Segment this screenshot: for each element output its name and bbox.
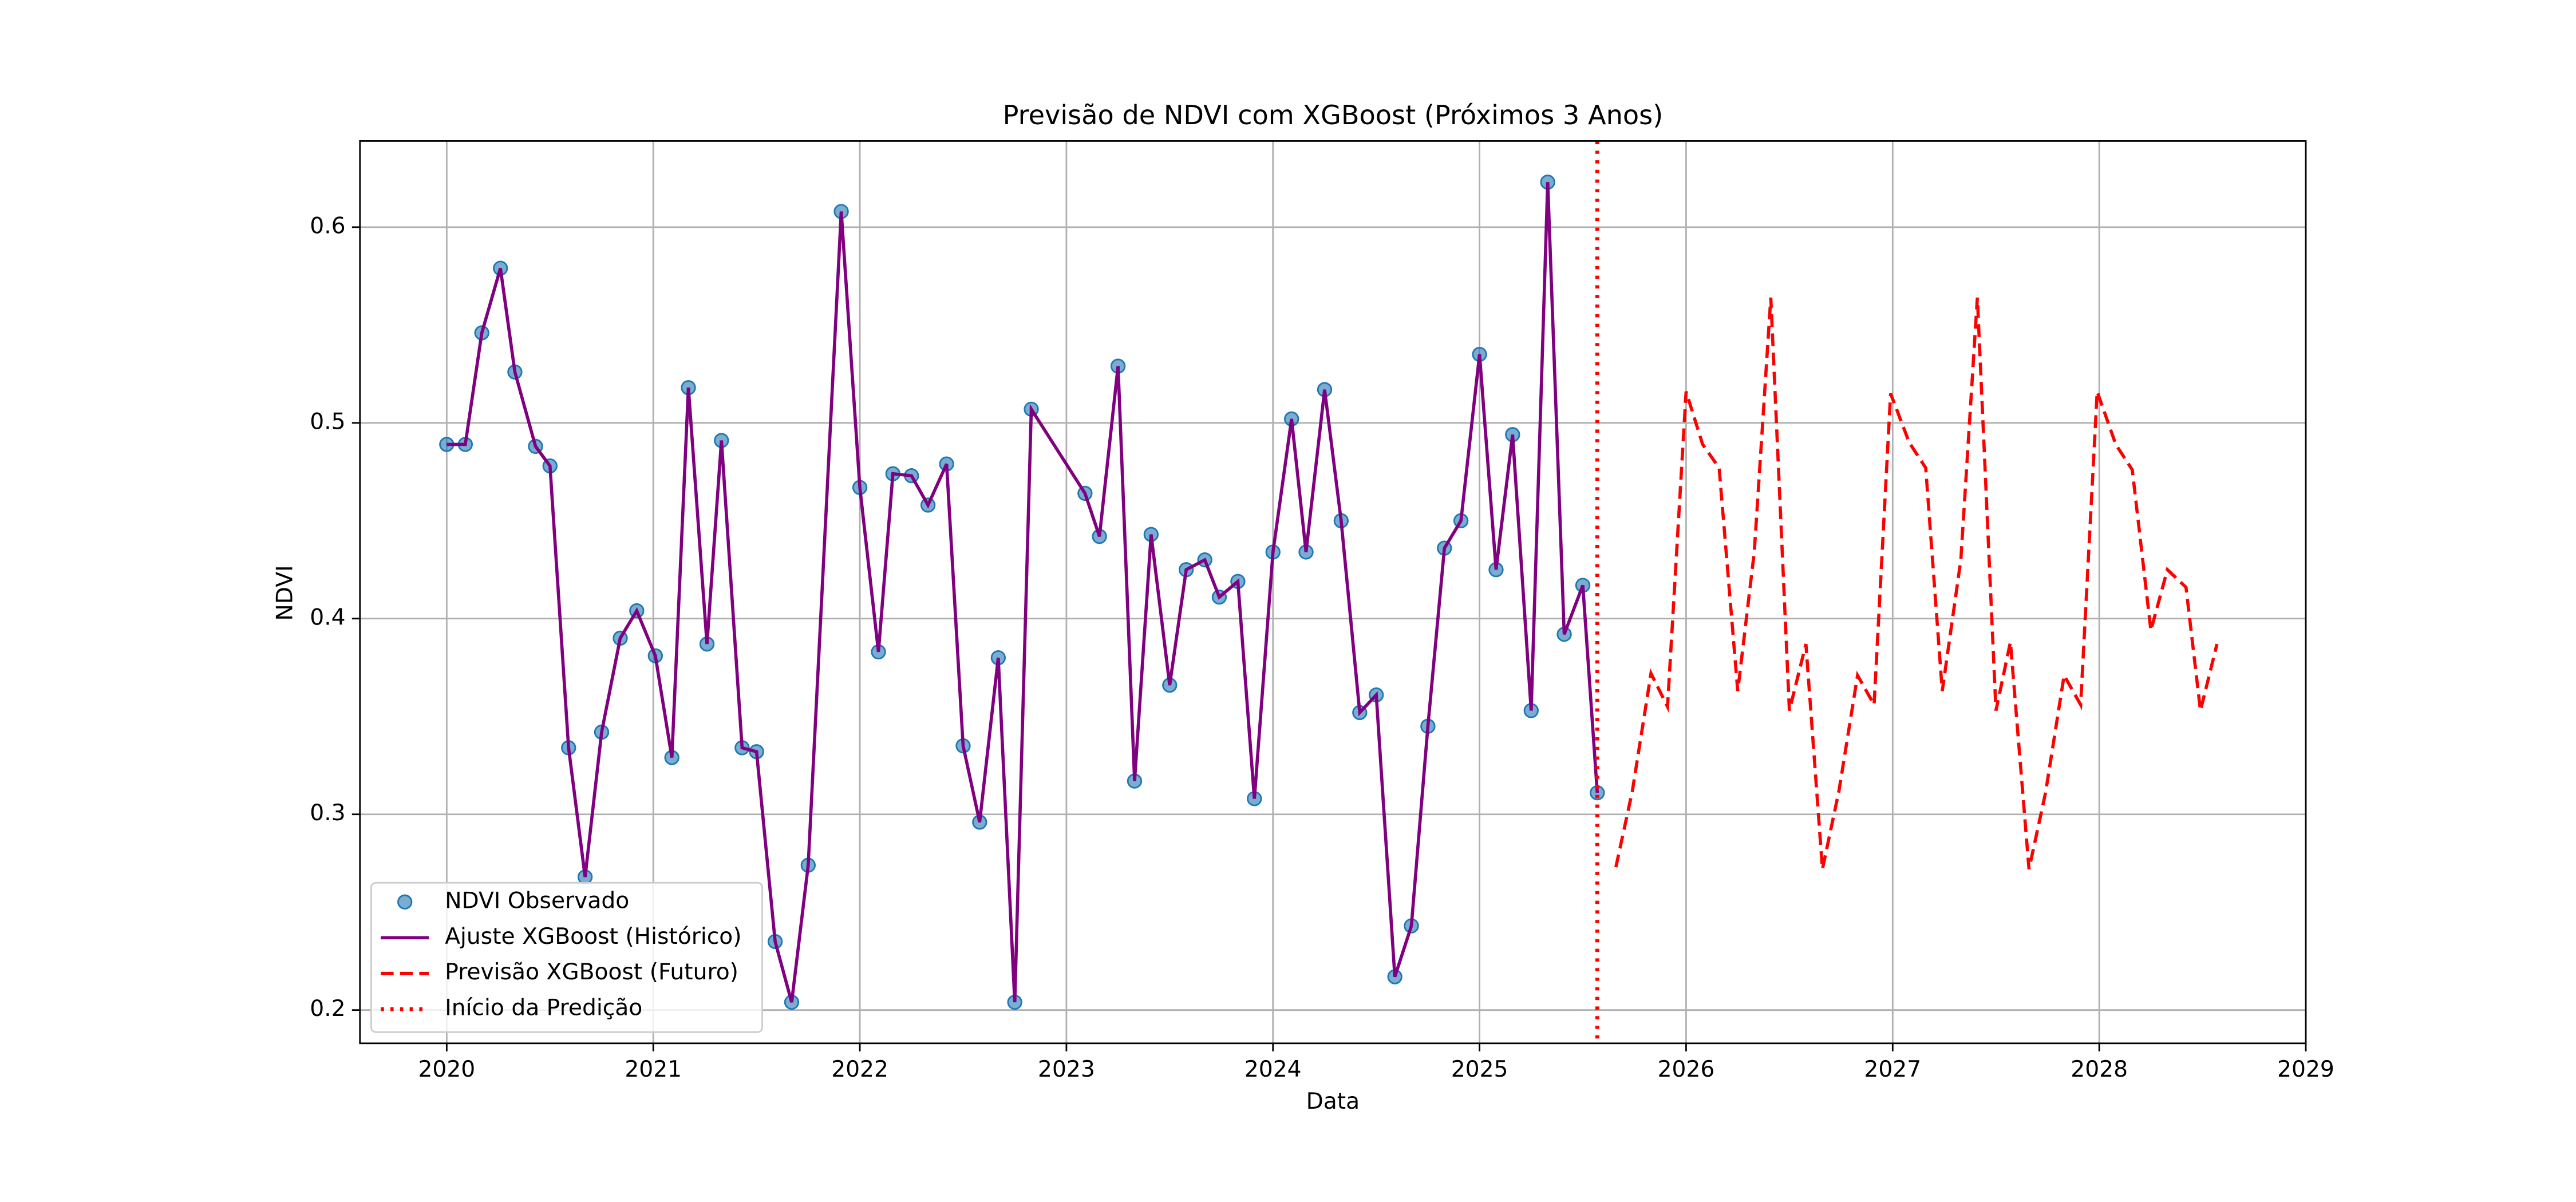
x-tick-label: 2029 [2277, 1057, 2334, 1082]
x-tick-label: 2026 [1658, 1057, 1715, 1082]
x-tick-label: 2023 [1038, 1057, 1095, 1082]
legend-box [370, 881, 763, 1033]
x-tick-label: 2022 [831, 1057, 888, 1082]
legend-label: NDVI Observado [445, 888, 629, 914]
x-tick-label: 2021 [625, 1057, 682, 1082]
legend-marker [397, 894, 413, 910]
chart-title: Previsão de NDVI com XGBoost (Próximos 3… [1003, 100, 1664, 131]
y-tick-label: 0.6 [310, 213, 345, 239]
y-tick-label: 0.2 [310, 996, 345, 1022]
x-tick-label: 2025 [1451, 1057, 1508, 1082]
y-tick-label: 0.3 [310, 800, 345, 826]
x-tick-label: 2028 [2071, 1057, 2128, 1082]
series-line [447, 182, 1599, 1003]
x-tick-label: 2027 [1864, 1057, 1921, 1082]
x-tick-label: 2020 [418, 1057, 475, 1082]
legend-label: Início da Predição [445, 995, 642, 1021]
y-axis-label: NDVI [272, 565, 298, 620]
x-tick-label: 2024 [1244, 1057, 1302, 1082]
series-line [1614, 297, 2219, 870]
y-tick-label: 0.5 [310, 409, 345, 434]
y-tick-label: 0.4 [310, 604, 345, 630]
legend-label: Ajuste XGBoost (Histórico) [445, 924, 741, 950]
x-axis-label: Data [1306, 1089, 1360, 1114]
legend: NDVI Observado Ajuste XGBoost (Histórico)… [370, 881, 763, 1033]
legend-label: Previsão XGBoost (Futuro) [445, 959, 738, 985]
plot-frame [359, 140, 2307, 1045]
